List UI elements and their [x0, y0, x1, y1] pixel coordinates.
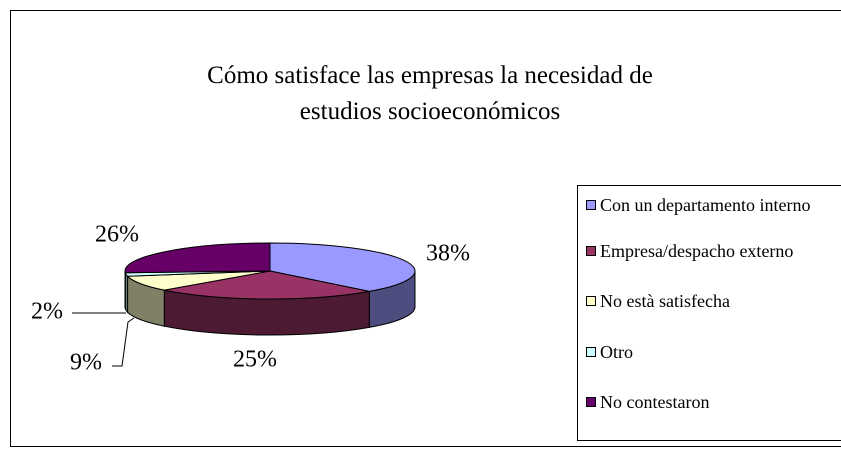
legend-label: Empresa/despacho externo	[600, 241, 794, 261]
chart-frame	[10, 10, 841, 447]
legend-label: No contestaron	[600, 392, 710, 412]
legend-label: Otro	[600, 342, 633, 362]
legend-swatch	[586, 200, 596, 210]
data-label: 38%	[426, 241, 470, 267]
data-label: 25%	[233, 347, 277, 373]
pie-slice	[269, 242, 416, 292]
legend: Con un departamento interno Empresa/despa…	[577, 185, 841, 441]
legend-label: No està satisfecha	[600, 291, 730, 311]
legend-swatch	[586, 296, 596, 306]
data-label: 2%	[31, 299, 63, 325]
data-label: 9%	[70, 350, 102, 376]
leader-line	[112, 317, 135, 367]
legend-swatch	[586, 347, 596, 357]
legend-swatch	[586, 397, 596, 407]
legend-label: Con un departamento interno	[600, 195, 811, 215]
pie-slice	[164, 270, 370, 300]
chart-title: Cómo satisface las empresas la necesidad…	[207, 62, 653, 125]
legend-swatch	[586, 246, 596, 256]
data-label: 26%	[95, 222, 139, 248]
pie-slice	[124, 242, 271, 274]
